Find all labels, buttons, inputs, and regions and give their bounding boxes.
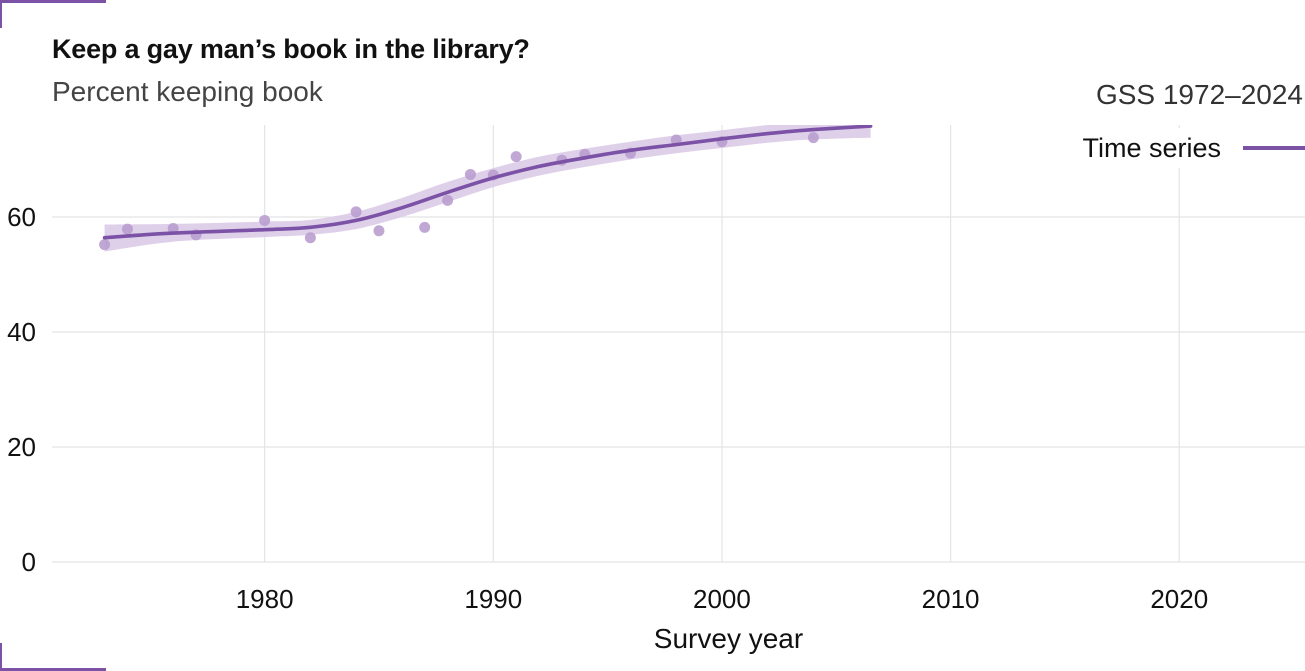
x-tick-label-2020: 2020 xyxy=(1150,584,1208,614)
y-tick-label-40: 40 xyxy=(7,317,36,347)
data-point-1985 xyxy=(373,225,385,237)
data-point-1988 xyxy=(442,194,454,206)
corner-bracket-top xyxy=(0,0,106,28)
data-point-1984 xyxy=(350,206,362,218)
chart-title: Keep a gay man’s book in the library? xyxy=(52,34,530,64)
trend-line xyxy=(102,125,873,240)
legend: Time series xyxy=(1074,128,1305,168)
corner-bracket-bottom xyxy=(0,643,106,671)
legend-label: Time series xyxy=(1082,132,1221,163)
data-point-1982 xyxy=(304,232,316,244)
x-tick-label-1990: 1990 xyxy=(464,584,522,614)
chart-subtitle: Percent keeping book xyxy=(52,76,323,107)
y-tick-label-60: 60 xyxy=(7,202,36,232)
x-axis-title: Survey year xyxy=(654,623,803,654)
legend-swatch xyxy=(1243,146,1305,150)
confidence-band xyxy=(104,125,871,252)
x-tick-label-2010: 2010 xyxy=(922,584,980,614)
data-point-1991 xyxy=(510,151,522,163)
data-point-2004 xyxy=(807,132,819,144)
data-point-1973 xyxy=(99,239,111,251)
data-point-1980 xyxy=(259,214,271,226)
chart-source: GSS 1972–2024 xyxy=(1095,79,1303,110)
x-tick-label-1980: 1980 xyxy=(236,584,294,614)
data-point-1989 xyxy=(464,168,476,180)
data-point-1974 xyxy=(121,223,133,235)
y-tick-label-0: 0 xyxy=(22,547,36,577)
data-point-1987 xyxy=(419,221,431,233)
x-tick-label-2000: 2000 xyxy=(693,584,751,614)
y-tick-label-20: 20 xyxy=(7,432,36,462)
data-marks xyxy=(99,125,873,252)
